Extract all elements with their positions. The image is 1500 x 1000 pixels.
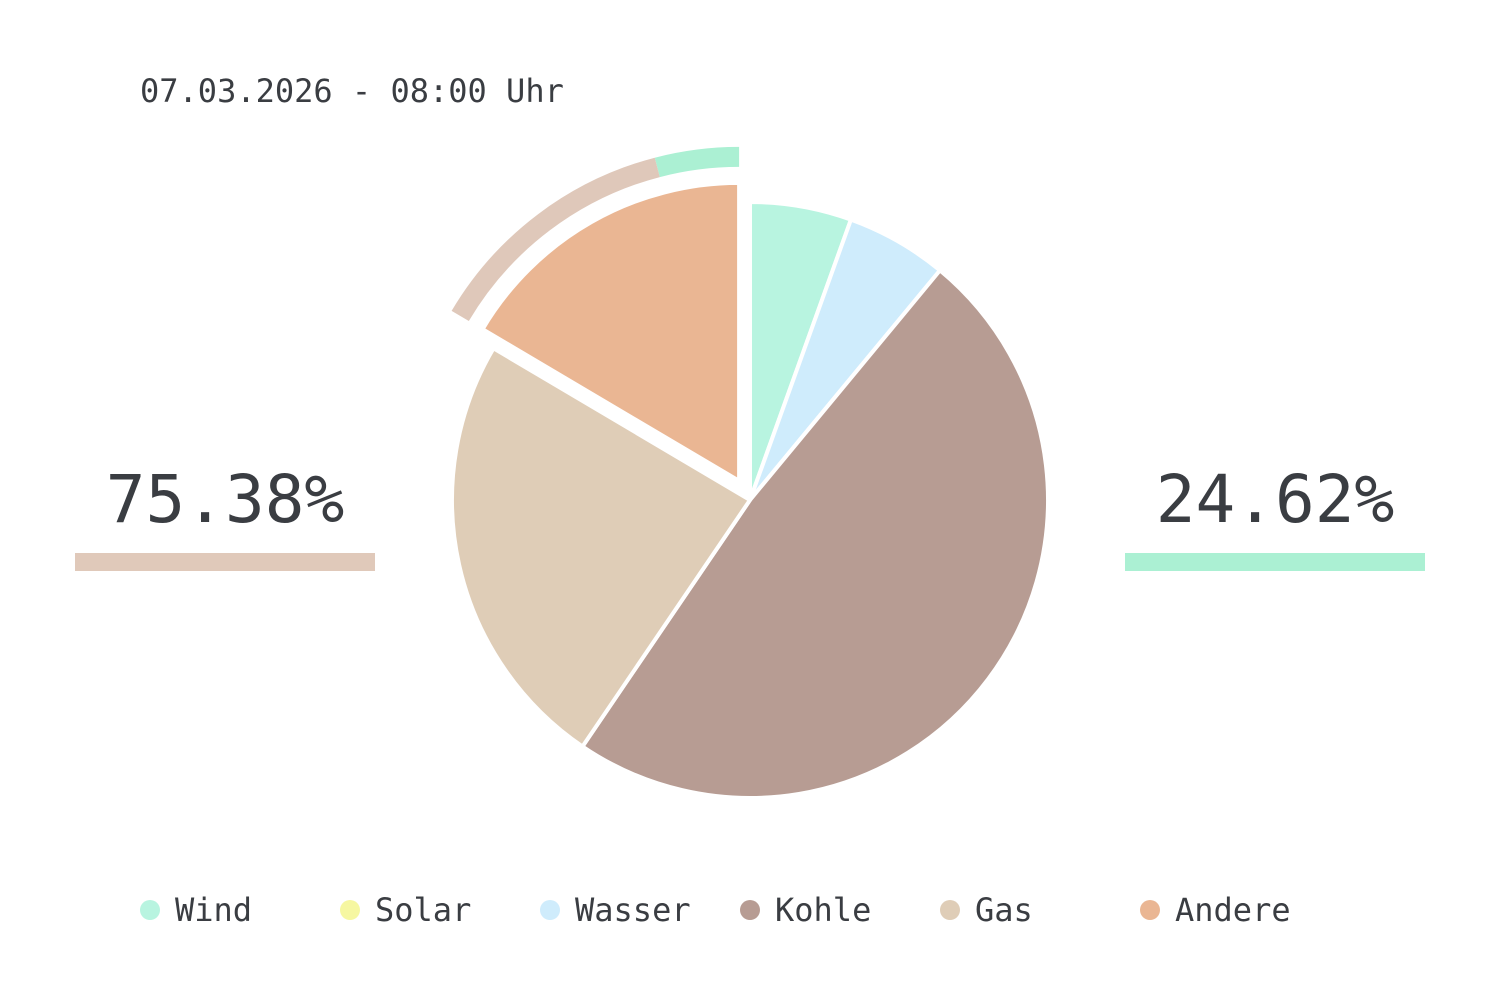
renewable-share: 24.62%: [1125, 460, 1425, 571]
legend-swatch: [1140, 900, 1160, 920]
legend-item-gas: Gas: [940, 890, 1033, 930]
legend: Wind Solar Wasser Kohle Gas Andere: [140, 890, 1440, 930]
legend-swatch: [740, 900, 760, 920]
legend-swatch: [940, 900, 960, 920]
legend-item-wasser: Wasser: [540, 890, 691, 930]
legend-item-kohle: Kohle: [740, 890, 871, 930]
legend-item-andere: Andere: [1140, 890, 1291, 930]
renewable-percentage: 24.62%: [1155, 461, 1395, 538]
legend-item-wind: Wind: [140, 890, 252, 930]
legend-swatch: [540, 900, 560, 920]
non-renewable-share: 75.38%: [75, 460, 375, 571]
legend-label: Kohle: [775, 891, 872, 929]
legend-label: Andere: [1175, 891, 1291, 929]
pie-slice-andere: [480, 180, 742, 483]
legend-label: Gas: [975, 891, 1033, 929]
legend-swatch: [340, 900, 360, 920]
legend-label: Wasser: [575, 891, 691, 929]
non-renewable-bar: [75, 553, 375, 571]
non-renewable-percentage: 75.38%: [105, 461, 345, 538]
timestamp: 07.03.2026 - 08:00 Uhr: [140, 72, 564, 110]
pie-slice-kohle: [580, 268, 1050, 800]
legend-swatch: [140, 900, 160, 920]
highlight-ring-segment: [451, 157, 660, 322]
highlight-ring-segment: [654, 146, 740, 178]
legend-label: Wind: [175, 891, 253, 929]
renewable-bar: [1125, 553, 1425, 571]
legend-item-solar: Solar: [340, 890, 471, 930]
legend-label: Solar: [375, 891, 472, 929]
pie-slice-gas: [450, 346, 752, 749]
